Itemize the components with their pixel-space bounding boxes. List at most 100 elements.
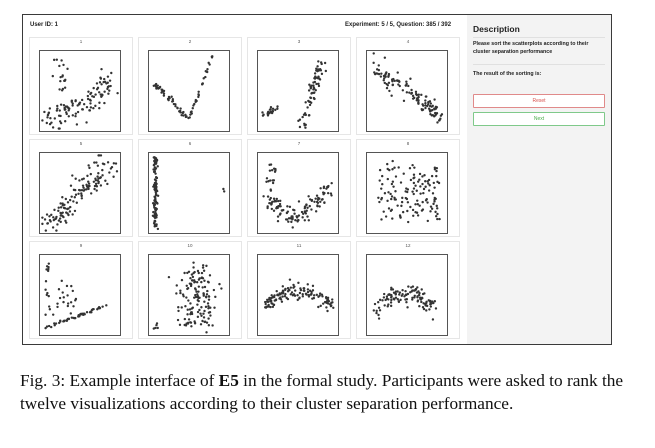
scatter-point (85, 311, 89, 314)
scatter-point (93, 161, 96, 164)
scatterplot (366, 50, 448, 132)
scatter-point (415, 93, 419, 97)
scatter-point (176, 318, 180, 322)
scatter-point (305, 293, 308, 296)
next-button[interactable]: Next (473, 112, 605, 126)
scatterplot-card[interactable]: 1 (29, 37, 133, 135)
scatter-point (268, 163, 271, 167)
scatter-point (285, 218, 289, 221)
scatter-point (162, 92, 166, 95)
scatter-point (194, 293, 197, 297)
scatter-point (385, 71, 388, 74)
scatterplot-card[interactable]: 12 (356, 241, 460, 339)
scatter-point (205, 321, 209, 324)
scatter-point (435, 204, 438, 208)
scatter-point (72, 188, 76, 192)
scatter-point (67, 317, 71, 321)
scatter-point (276, 199, 280, 203)
scatter-point (327, 184, 330, 188)
scatter-point (294, 289, 297, 292)
scatter-point (407, 84, 410, 88)
scatterplot-card[interactable]: 11 (247, 241, 351, 339)
scatter-point (86, 97, 90, 101)
scatter-point (377, 301, 380, 304)
scatterplot-card[interactable]: 4 (356, 37, 460, 135)
scatter-point (152, 168, 155, 171)
result-label: The result of the sorting is: (473, 71, 542, 77)
scatter-point (412, 214, 415, 217)
scatterplot-svg (372, 285, 438, 321)
plot-number: 8 (406, 141, 410, 146)
scatter-point (41, 222, 44, 226)
scatter-point (197, 285, 201, 288)
scatter-point (325, 306, 328, 309)
scatter-point (78, 314, 81, 317)
scatter-point (74, 297, 78, 301)
scatter-point (46, 222, 50, 225)
scatterplot-card[interactable]: 8 (356, 139, 460, 237)
scatter-point (204, 75, 207, 79)
scatter-point (271, 109, 274, 113)
scatter-point (288, 278, 292, 281)
plot-number: 6 (188, 141, 192, 146)
scatterplot-card[interactable]: 7 (247, 139, 351, 237)
scatter-point (422, 187, 426, 191)
scatter-point (81, 313, 84, 316)
scatter-point (182, 114, 185, 117)
scatter-point (205, 293, 209, 296)
scatter-point (427, 182, 430, 185)
scatter-point (401, 293, 404, 296)
scatter-point (191, 275, 195, 279)
scatter-point (190, 325, 193, 328)
scatterplot-svg (152, 261, 223, 334)
scatter-point (278, 292, 281, 295)
scatterplot-card[interactable]: 9 (29, 241, 133, 339)
scatter-point (156, 165, 159, 168)
scatter-point (196, 293, 199, 296)
scatter-point (296, 294, 299, 297)
scatterplot-card[interactable]: 3 (247, 37, 351, 135)
scatter-point (62, 296, 65, 299)
scatter-point (404, 196, 407, 200)
scatter-point (378, 298, 382, 302)
scatter-point (270, 207, 274, 211)
scatter-point (62, 300, 65, 304)
scatter-point (303, 205, 307, 208)
scatter-point (194, 295, 197, 299)
scatterplot-card[interactable]: 6 (138, 139, 242, 237)
scatter-point (99, 184, 103, 187)
scatter-point (435, 167, 439, 170)
scatter-point (414, 90, 418, 94)
scatter-point (202, 312, 205, 315)
scatter-point (61, 202, 64, 205)
scatterplot-card[interactable]: 10 (138, 241, 242, 339)
scatter-point (287, 288, 291, 291)
scatter-point (72, 305, 75, 308)
scatter-point (399, 216, 402, 219)
scatter-point (425, 301, 428, 305)
scatter-point (427, 299, 430, 302)
reset-button[interactable]: Reset (473, 94, 605, 108)
scatter-point (44, 288, 47, 291)
scatter-point (203, 279, 206, 282)
scatter-point (387, 72, 391, 76)
scatter-point (77, 192, 80, 195)
scatter-point (60, 279, 63, 283)
scatter-point (56, 302, 59, 305)
scatterplot-card[interactable]: 5 (29, 139, 133, 237)
scatter-point (153, 166, 156, 169)
scatter-point (186, 287, 190, 290)
scatter-point (307, 89, 311, 92)
scatter-point (271, 305, 275, 309)
scatterplot-card[interactable]: 2 (138, 37, 242, 135)
scatter-point (438, 217, 441, 221)
scatter-point (413, 176, 416, 179)
scatter-point (306, 283, 309, 286)
scatter-point (424, 199, 428, 202)
scatter-point (199, 312, 202, 315)
scatter-point (323, 201, 326, 205)
scatter-point (288, 205, 292, 209)
scatter-point (408, 91, 411, 94)
scatter-point (310, 198, 314, 202)
scatter-point (112, 175, 115, 178)
